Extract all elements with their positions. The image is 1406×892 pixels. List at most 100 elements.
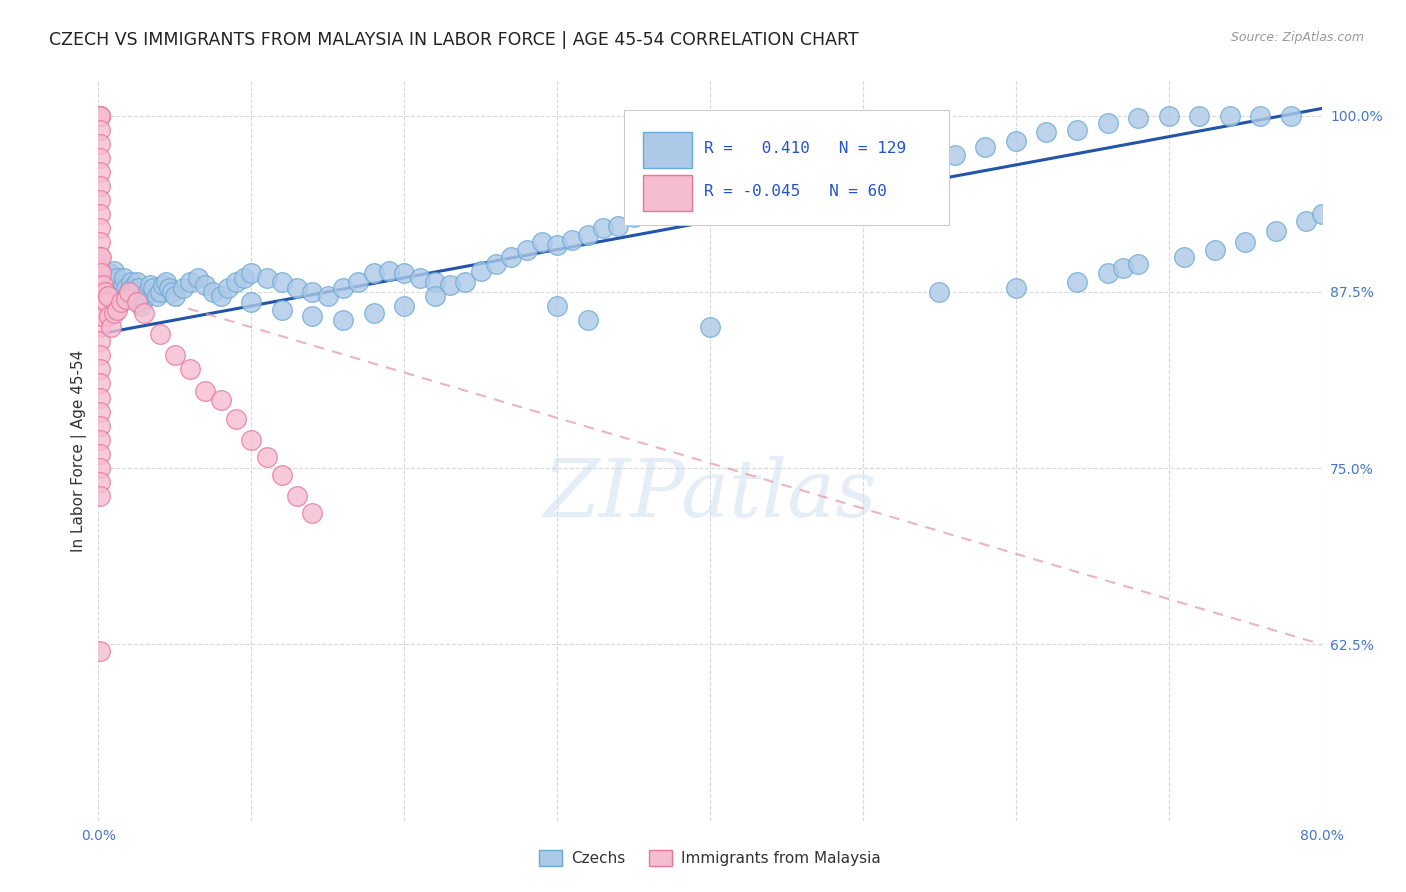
Point xyxy=(107,289,129,303)
Point xyxy=(943,148,966,162)
Point xyxy=(301,285,323,299)
Point xyxy=(127,280,149,294)
Point xyxy=(530,235,553,250)
Point xyxy=(89,165,111,179)
Point xyxy=(1295,214,1317,228)
Point xyxy=(134,292,156,306)
Point xyxy=(699,193,721,207)
Point xyxy=(1066,122,1088,136)
Point xyxy=(100,277,122,292)
Point xyxy=(129,299,152,313)
Point xyxy=(392,267,416,281)
Point xyxy=(301,506,323,520)
Point xyxy=(98,285,121,299)
Point xyxy=(270,303,292,318)
Point xyxy=(423,289,446,303)
Point xyxy=(270,468,292,483)
Text: R = -0.045   N = 60: R = -0.045 N = 60 xyxy=(704,184,887,199)
Point xyxy=(90,309,112,323)
Point xyxy=(225,411,247,425)
Point xyxy=(128,292,150,306)
Point xyxy=(93,285,115,299)
Point xyxy=(89,461,111,475)
Point xyxy=(94,294,117,309)
Point xyxy=(1234,235,1257,250)
Point xyxy=(160,285,183,299)
Point xyxy=(501,250,523,264)
Point xyxy=(145,289,167,303)
Point xyxy=(194,277,217,292)
Point xyxy=(179,275,201,289)
Point xyxy=(89,489,111,503)
Point xyxy=(759,179,782,194)
Point xyxy=(821,168,844,182)
Y-axis label: In Labor Force | Age 45-54: In Labor Force | Age 45-54 xyxy=(72,350,87,551)
Point xyxy=(110,285,132,299)
Point xyxy=(546,238,568,252)
Point xyxy=(103,275,125,289)
Point xyxy=(115,292,138,306)
Point xyxy=(202,285,225,299)
Text: ZIPatlas: ZIPatlas xyxy=(543,456,877,533)
Point xyxy=(240,433,263,447)
Point xyxy=(91,267,114,281)
Point xyxy=(1188,109,1211,123)
Point xyxy=(89,207,111,221)
Text: Source: ZipAtlas.com: Source: ZipAtlas.com xyxy=(1230,31,1364,45)
Point xyxy=(93,285,115,299)
Point xyxy=(332,313,354,327)
Point xyxy=(89,109,111,123)
Point xyxy=(89,348,111,362)
Point xyxy=(1004,134,1026,148)
Point xyxy=(89,320,111,334)
Point xyxy=(194,384,217,398)
Point xyxy=(93,275,115,289)
Point xyxy=(125,294,148,309)
Point xyxy=(1128,112,1150,126)
Point xyxy=(256,450,278,464)
Point xyxy=(1173,250,1195,264)
Point xyxy=(270,275,292,289)
Point xyxy=(90,260,112,275)
Point xyxy=(89,109,111,123)
Point xyxy=(225,275,247,289)
Point xyxy=(209,289,232,303)
Point xyxy=(1128,257,1150,271)
Point xyxy=(668,196,690,211)
Point xyxy=(90,267,112,281)
Point xyxy=(209,393,232,408)
FancyBboxPatch shape xyxy=(643,175,692,211)
Point xyxy=(89,179,111,194)
Point xyxy=(240,267,263,281)
Point xyxy=(179,362,201,376)
Point xyxy=(89,277,111,292)
Text: R =   0.410   N = 129: R = 0.410 N = 129 xyxy=(704,141,905,156)
Point xyxy=(94,270,117,285)
Point xyxy=(546,299,568,313)
Point xyxy=(89,376,111,391)
Point xyxy=(730,186,752,200)
Point xyxy=(912,153,935,168)
Point xyxy=(100,289,122,303)
Point xyxy=(98,267,121,281)
Point xyxy=(1157,109,1180,123)
FancyBboxPatch shape xyxy=(624,110,949,225)
Point xyxy=(187,270,209,285)
Point xyxy=(1035,125,1057,139)
Point xyxy=(134,306,156,320)
Point xyxy=(118,285,141,299)
Point xyxy=(363,306,385,320)
Point xyxy=(105,303,128,318)
Point xyxy=(392,299,416,313)
Point xyxy=(100,320,122,334)
Point xyxy=(89,362,111,376)
Point xyxy=(98,309,121,323)
Point xyxy=(118,285,141,299)
Point xyxy=(97,292,120,306)
Point xyxy=(1097,115,1119,129)
Point xyxy=(485,257,508,271)
Point xyxy=(117,289,139,303)
Point xyxy=(91,277,114,292)
Point xyxy=(97,289,120,303)
Point xyxy=(89,136,111,151)
